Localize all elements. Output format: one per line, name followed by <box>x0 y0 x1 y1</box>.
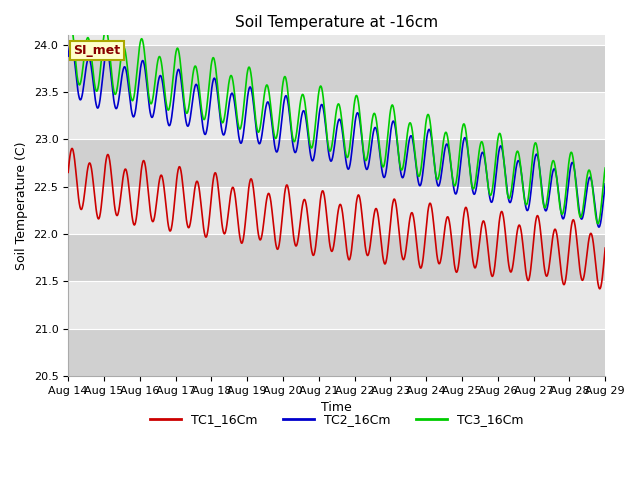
X-axis label: Time: Time <box>321 401 352 414</box>
Y-axis label: Soil Temperature (C): Soil Temperature (C) <box>15 142 28 270</box>
Legend: TC1_16Cm, TC2_16Cm, TC3_16Cm: TC1_16Cm, TC2_16Cm, TC3_16Cm <box>145 408 528 431</box>
Bar <box>68 329 605 376</box>
Title: Soil Temperature at -16cm: Soil Temperature at -16cm <box>235 15 438 30</box>
Bar <box>68 139 605 187</box>
Text: SI_met: SI_met <box>74 44 121 57</box>
Bar <box>68 45 605 92</box>
Bar <box>68 234 605 281</box>
